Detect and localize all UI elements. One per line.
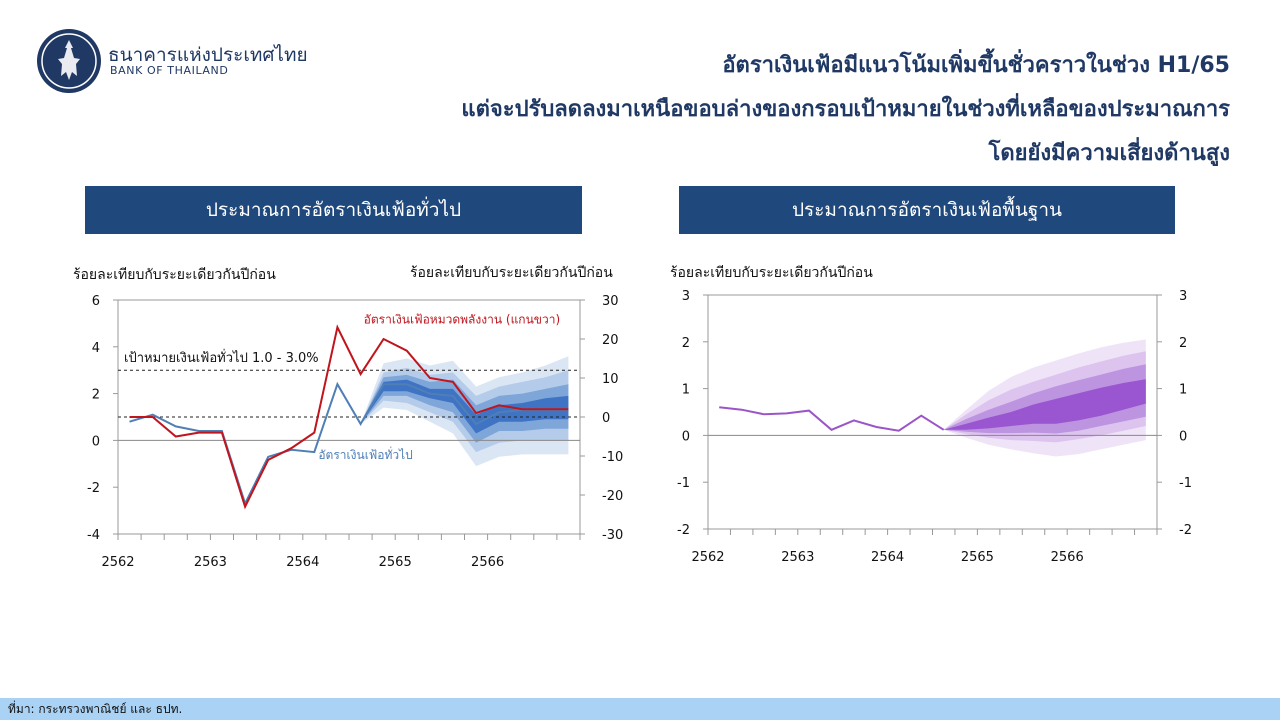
- headline-inflation-panel-title: ประมาณการอัตราเงินเฟ้อทั่วไป: [85, 186, 582, 234]
- headline-line-3: โดยยังมีความเสี่ยงด้านสูง: [988, 141, 1230, 166]
- y-right-tick-label: 2: [1179, 336, 1187, 351]
- y-left-tick-label: -1: [677, 476, 690, 491]
- x-tick-label: 2562: [101, 555, 134, 570]
- target-band-label: เป้าหมายเงินเฟ้อทั่วไป 1.0 - 3.0%: [124, 349, 319, 366]
- bank-of-thailand-logo: [37, 29, 101, 93]
- org-name-thai: ธนาคารแห่งประเทศไทย: [108, 44, 308, 66]
- core-inflation-chart: 2562 2563 2564 2565 2566 -2 -1 0 1 2 3 -2 -1 0 1 2 3: [677, 289, 1192, 565]
- left-chart-left-axis-unit: ร้อยละเทียบกับระยะเดียวกันปีก่อน: [73, 267, 276, 283]
- series-line-1: [719, 406, 945, 432]
- y-right-tick-label: 20: [602, 333, 619, 348]
- y-left-tick-label: 3: [682, 289, 690, 304]
- y-left-tick-label: -4: [87, 528, 100, 543]
- y-right-tick-label: -20: [602, 489, 623, 504]
- x-tick-label: 2562: [691, 550, 724, 565]
- y-right-tick-label: -2: [1179, 523, 1192, 538]
- headline: อัตราเงินเฟ้อมีแนวโน้มเพิ่มขึ้นชั่วคราวใ…: [461, 44, 1230, 176]
- x-tick-label: 2565: [961, 550, 994, 565]
- y-right-tick-label: -30: [602, 528, 623, 543]
- y-right-tick-label: 30: [602, 294, 619, 309]
- y-right-tick-label: 1: [1179, 383, 1187, 398]
- fan-band-4: [360, 379, 569, 434]
- series-line-2: [129, 324, 569, 510]
- x-tick-label: 2563: [194, 555, 227, 570]
- y-left-tick-label: 0: [92, 434, 100, 449]
- y-left-tick-label: 0: [682, 429, 690, 444]
- fan-band-4: [943, 379, 1146, 430]
- y-left-tick-label: 6: [92, 294, 100, 309]
- series-line-1: [129, 381, 569, 507]
- x-tick-label: 2564: [286, 555, 319, 570]
- source-note: ที่มา: กระทรวงพาณิชย์ และ ธปท.: [8, 702, 183, 716]
- x-tick-label: 2564: [871, 550, 904, 565]
- x-tick-label: 2565: [379, 555, 412, 570]
- y-right-tick-label: 0: [1179, 429, 1187, 444]
- footer-bar: ที่มา: กระทรวงพาณิชย์ และ ธปท.: [0, 698, 1280, 720]
- y-left-tick-label: 1: [682, 383, 690, 398]
- y-left-tick-label: 2: [682, 336, 690, 351]
- x-tick-label: 2563: [781, 550, 814, 565]
- y-right-tick-label: 10: [602, 372, 619, 387]
- x-tick-label: 2566: [1051, 550, 1084, 565]
- y-left-tick-label: 2: [92, 388, 100, 403]
- y-left-tick-label: -2: [87, 481, 100, 496]
- right-chart-left-axis-unit: ร้อยละเทียบกับระยะเดียวกันปีก่อน: [670, 265, 873, 281]
- x-tick-label: 2566: [471, 555, 504, 570]
- y-right-tick-label: -10: [602, 450, 623, 465]
- y-right-tick-label: -1: [1179, 476, 1192, 491]
- headline-inflation-chart: เป้าหมายเงินเฟ้อทั่วไป 1.0 - 3.0% 2562 256…: [87, 294, 623, 570]
- energy-series-label: อัตราเงินเฟ้อหมวดพลังงาน (แกนขวา): [364, 312, 561, 326]
- core-inflation-panel-title: ประมาณการอัตราเงินเฟ้อพื้นฐาน: [679, 186, 1175, 234]
- y-left-tick-label: 4: [92, 341, 100, 356]
- y-left-tick-label: -2: [677, 523, 690, 538]
- org-name-english: BANK OF THAILAND: [110, 64, 229, 77]
- headline-line-1: อัตราเงินเฟ้อมีแนวโน้มเพิ่มขึ้นชั่วคราวใ…: [722, 53, 1230, 78]
- headline-series-label: อัตราเงินเฟ้อทั่วไป: [318, 446, 412, 462]
- headline-line-2: แต่จะปรับลดลงมาเหนือขอบล่างของกรอบเป้าหม…: [461, 97, 1230, 122]
- left-chart-right-axis-unit: ร้อยละเทียบกับระยะเดียวกันปีก่อน: [410, 265, 613, 281]
- y-right-tick-label: 0: [602, 411, 610, 426]
- y-right-tick-label: 3: [1179, 289, 1187, 304]
